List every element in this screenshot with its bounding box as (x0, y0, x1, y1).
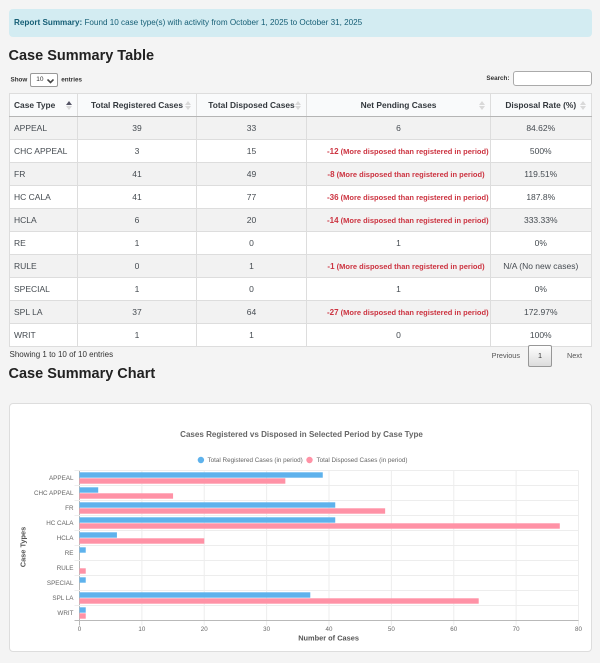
svg-text:RE: RE (64, 550, 73, 557)
svg-text:RULE: RULE (56, 565, 73, 572)
svg-text:SPECIAL: SPECIAL (46, 580, 73, 587)
svg-text:50: 50 (387, 626, 394, 633)
svg-text:CHC APPEAL: CHC APPEAL (33, 490, 73, 497)
svg-text:HCLA: HCLA (56, 535, 74, 542)
svg-text:40: 40 (325, 626, 332, 633)
svg-text:60: 60 (450, 626, 457, 633)
svg-text:30: 30 (263, 626, 270, 633)
svg-text:FR: FR (65, 505, 74, 512)
svg-text:APPEAL: APPEAL (48, 475, 73, 482)
svg-text:Case Types: Case Types (18, 527, 27, 568)
svg-text:WRIT: WRIT (57, 610, 73, 617)
svg-text:Total Disposed Cases (in perio: Total Disposed Cases (in period) (316, 457, 407, 464)
svg-text:SPL LA: SPL LA (52, 595, 74, 602)
svg-text:HC CALA: HC CALA (46, 520, 74, 527)
svg-text:80: 80 (575, 626, 582, 633)
svg-text:20: 20 (200, 626, 207, 633)
svg-text:70: 70 (512, 626, 519, 633)
svg-text:Total Registered Cases (in per: Total Registered Cases (in period) (207, 457, 302, 464)
svg-text:10: 10 (138, 626, 145, 633)
svg-text:Number of Cases: Number of Cases (298, 634, 359, 643)
svg-text:Cases Registered vs Disposed i: Cases Registered vs Disposed in Selected… (180, 430, 423, 439)
svg-text:0: 0 (77, 626, 81, 633)
